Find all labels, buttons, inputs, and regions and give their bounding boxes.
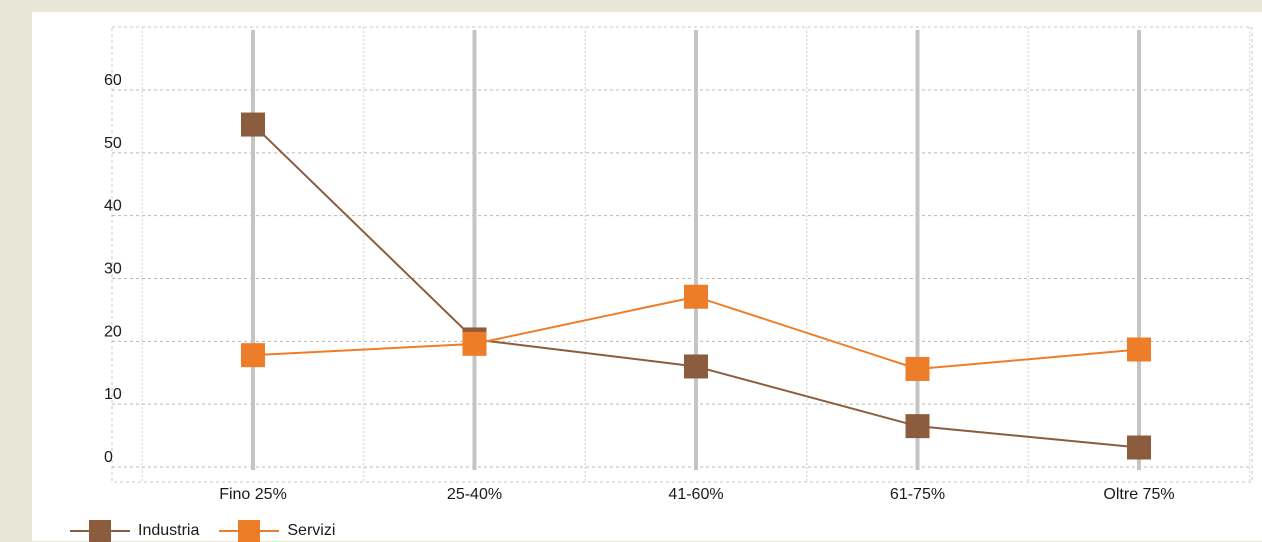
- data-point-industria-61-75: [905, 414, 930, 439]
- legend-marker-servizi: [219, 520, 280, 542]
- data-point-servizi-fino-25: [241, 343, 265, 368]
- y-tick-label-20: 20: [104, 323, 122, 340]
- data-point-industria-41-60: [684, 354, 708, 379]
- y-tick-label-30: 30: [104, 261, 122, 278]
- legend-label-servizi: Servizi: [287, 522, 336, 539]
- data-point-servizi-61-75: [905, 356, 930, 381]
- data-point-industria-fino-25: [241, 112, 265, 137]
- legend: Industria Servizi: [70, 520, 355, 542]
- legend-label-industria: Industria: [138, 522, 200, 539]
- data-point-servizi-25-40: [462, 331, 487, 356]
- y-tick-label-60: 60: [104, 72, 122, 89]
- x-tick-label-61-75: 61-75%: [890, 486, 945, 503]
- data-point-industria-oltre-75: [1127, 435, 1151, 460]
- data-point-servizi-oltre-75: [1127, 337, 1151, 362]
- y-tick-label-40: 40: [104, 198, 122, 215]
- x-tick-label-fino-25: Fino 25%: [219, 486, 287, 503]
- plot-frame: [111, 26, 1253, 483]
- line-chart: 0 10 20 30 40 50 60 Fino 25% 25-40% 41-60% 61-75%…: [104, 26, 1253, 503]
- legend-item-industria: Industria: [70, 520, 199, 542]
- y-tick-label-0: 0: [104, 449, 113, 466]
- data-point-servizi-41-60: [684, 284, 708, 309]
- y-tick-label-50: 50: [104, 135, 122, 152]
- x-tick-label-41-60: 41-60%: [668, 486, 723, 503]
- x-tick-label-25-40: 25-40%: [447, 486, 502, 503]
- y-tick-label-10: 10: [104, 386, 122, 403]
- legend-square-servizi: [238, 520, 261, 542]
- legend-item-servizi: Servizi: [219, 520, 335, 542]
- chart-panel: 0 10 20 30 40 50 60 Fino 25% 25-40% 41-60% 61-75%…: [32, 12, 1262, 542]
- legend-marker-industria: [70, 520, 130, 542]
- legend-square-industria: [89, 520, 111, 542]
- x-tick-label-oltre-75: Oltre 75%: [1103, 486, 1174, 503]
